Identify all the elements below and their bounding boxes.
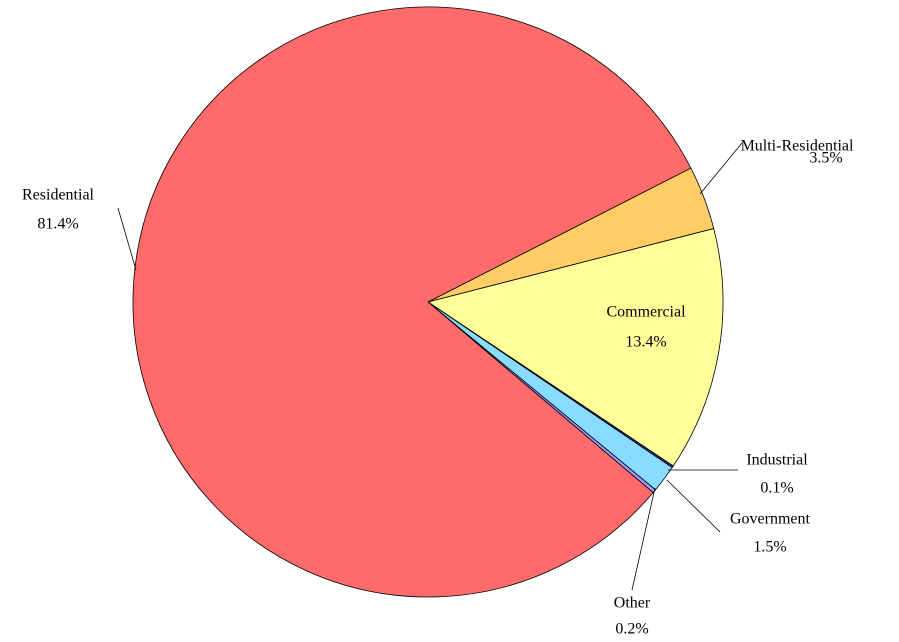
slice-label: Industrial [746,452,808,469]
leader-line [699,142,743,195]
slice-label: Commercial [606,304,686,321]
slice-label: Other [614,595,651,612]
slice-label: Residential [22,187,95,204]
value-label: 1.5% [753,539,786,556]
value-label: 81.4% [37,216,78,233]
value-label: 3.5% [809,150,842,167]
slice-label: Government [730,511,811,528]
slice-label: Multi-Residential [741,138,854,155]
pie-slice [132,6,692,598]
leader-line [631,487,656,591]
value-label: 13.4% [625,334,666,351]
pie-slice [427,228,724,467]
value-label: 0.2% [615,621,648,638]
leader-line [117,207,137,271]
leader-line [666,479,721,533]
value-label: 0.1% [760,480,793,497]
